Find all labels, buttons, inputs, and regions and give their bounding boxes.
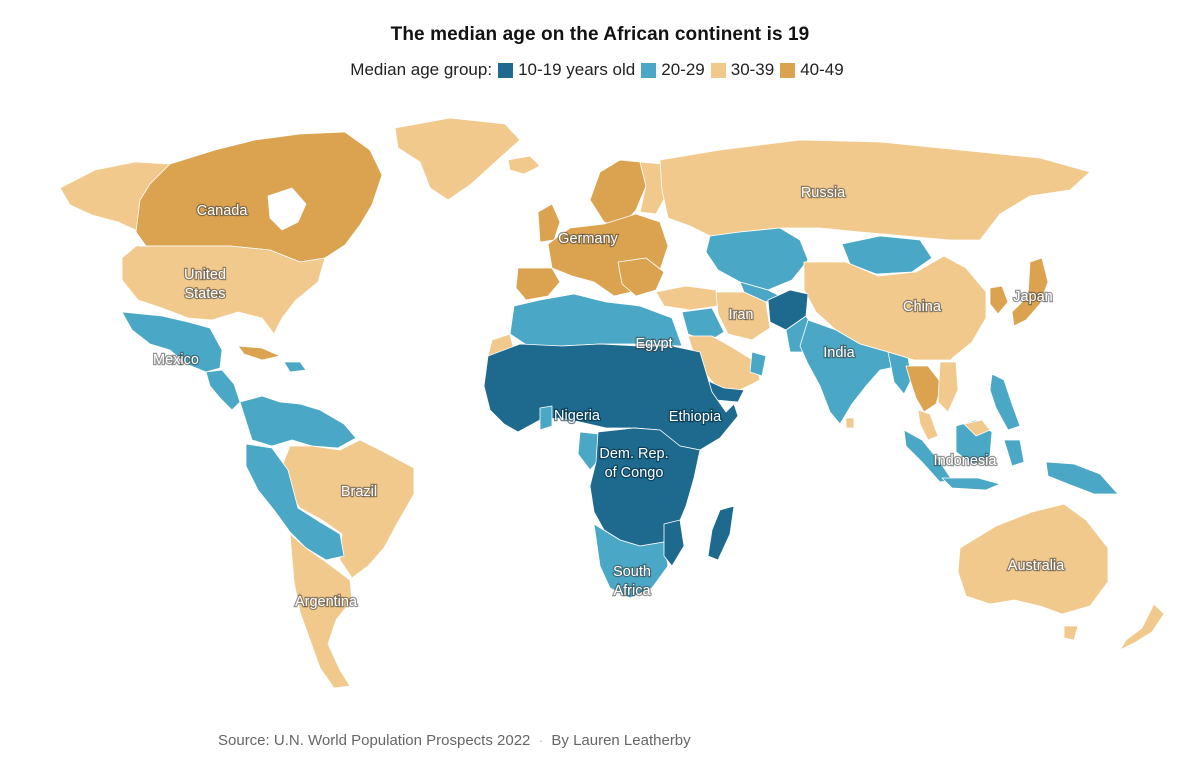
region-mozambique xyxy=(663,519,685,567)
region-united-states xyxy=(121,245,326,335)
region-thailand xyxy=(905,365,943,413)
legend-item-30-39: 30-39 xyxy=(710,60,775,80)
region-south-africa xyxy=(593,523,669,599)
region-malaysia-borneo xyxy=(963,419,991,437)
legend-swatch-40-49 xyxy=(780,62,796,78)
region-argentina-chile xyxy=(289,533,353,689)
region-oman xyxy=(749,351,767,377)
label-australia: Australia xyxy=(1008,558,1065,574)
region-colombia-venezuela xyxy=(239,395,357,449)
legend-text-30-39: 30-39 xyxy=(730,60,775,79)
world-map: Canada United States Mexico Brazil Argen… xyxy=(0,100,1200,720)
region-central-america xyxy=(205,369,241,411)
region-new-guinea xyxy=(1045,461,1119,495)
region-vietnam xyxy=(937,361,959,413)
region-canada xyxy=(135,131,383,263)
region-turkey xyxy=(655,285,719,311)
world-map-svg: Canada United States Mexico Brazil Argen… xyxy=(59,117,1165,689)
label-russia: Russia xyxy=(801,185,846,201)
footer-credit: Source: U.N. World Population Prospects … xyxy=(218,732,691,749)
region-new-zealand xyxy=(1119,603,1165,651)
region-korea xyxy=(989,285,1009,315)
label-nigeria: Nigeria xyxy=(554,408,601,424)
label-india: India xyxy=(823,345,855,361)
legend-item-10-19: 10-19 years old xyxy=(498,60,635,80)
region-japan xyxy=(1011,257,1049,327)
region-australia xyxy=(957,503,1109,615)
region-kazakhstan xyxy=(705,227,809,291)
legend-text-10-19: 10-19 years old xyxy=(518,60,636,79)
region-java xyxy=(941,477,1001,491)
region-sulawesi xyxy=(1003,439,1025,467)
region-india xyxy=(799,319,901,425)
region-iberia xyxy=(515,267,561,301)
region-tasmania xyxy=(1063,625,1079,641)
separator-dot: · xyxy=(538,732,544,749)
region-philippines xyxy=(989,373,1021,431)
label-canada: Canada xyxy=(197,203,249,219)
region-levant xyxy=(681,307,725,343)
label-argentina: Argentina xyxy=(295,594,358,610)
legend-label: Median age group: xyxy=(350,60,493,79)
chart-title: The median age on the African continent … xyxy=(390,24,810,45)
region-russia xyxy=(659,139,1091,241)
legend-text-40-49: 40-49 xyxy=(800,60,844,79)
label-brazil: Brazil xyxy=(341,484,377,500)
region-myanmar xyxy=(887,351,913,395)
region-ghana xyxy=(539,405,553,431)
label-south-africa-line1: South xyxy=(613,564,651,580)
label-south-africa-line2: Africa xyxy=(613,583,651,599)
legend-swatch-30-39 xyxy=(710,62,726,78)
region-iceland xyxy=(507,155,541,175)
byline-text: By Lauren Leatherby xyxy=(551,732,691,749)
legend-text-20-29: 20-29 xyxy=(661,60,705,79)
legend: Median age group: 10-19 years old 20-29 … xyxy=(0,60,1200,80)
label-drc-line1: Dem. Rep. xyxy=(599,446,668,462)
label-china: China xyxy=(903,299,942,315)
label-indonesia: Indonesia xyxy=(934,453,998,469)
region-sri-lanka xyxy=(845,417,855,429)
region-peru-bolivia xyxy=(245,443,345,561)
label-ethiopia: Ethiopia xyxy=(669,409,722,425)
label-egypt: Egypt xyxy=(635,336,672,352)
region-brazil xyxy=(281,439,415,579)
region-caribbean xyxy=(283,361,307,373)
label-iran: Iran xyxy=(729,307,754,323)
region-uk xyxy=(537,203,561,243)
region-cuba xyxy=(237,345,281,361)
label-united-states-line2: States xyxy=(184,286,225,302)
legend-swatch-20-29 xyxy=(641,62,657,78)
label-japan: Japan xyxy=(1013,289,1053,305)
label-united-states-line1: United xyxy=(184,267,226,283)
region-china xyxy=(803,255,987,361)
region-mexico xyxy=(121,311,223,373)
label-germany: Germany xyxy=(558,231,618,247)
region-malay-peninsula xyxy=(917,409,939,441)
legend-item-40-49: 40-49 xyxy=(780,60,844,80)
legend-item-20-29: 20-29 xyxy=(641,60,705,80)
region-hudson-bay xyxy=(267,187,307,231)
region-madagascar xyxy=(707,505,735,561)
region-balkans xyxy=(617,257,665,297)
legend-swatch-10-19 xyxy=(498,62,514,78)
label-drc-line2: of Congo xyxy=(605,465,664,481)
label-mexico: Mexico xyxy=(153,352,199,368)
region-greenland xyxy=(394,117,521,201)
source-text: Source: U.N. World Population Prospects … xyxy=(218,732,531,749)
